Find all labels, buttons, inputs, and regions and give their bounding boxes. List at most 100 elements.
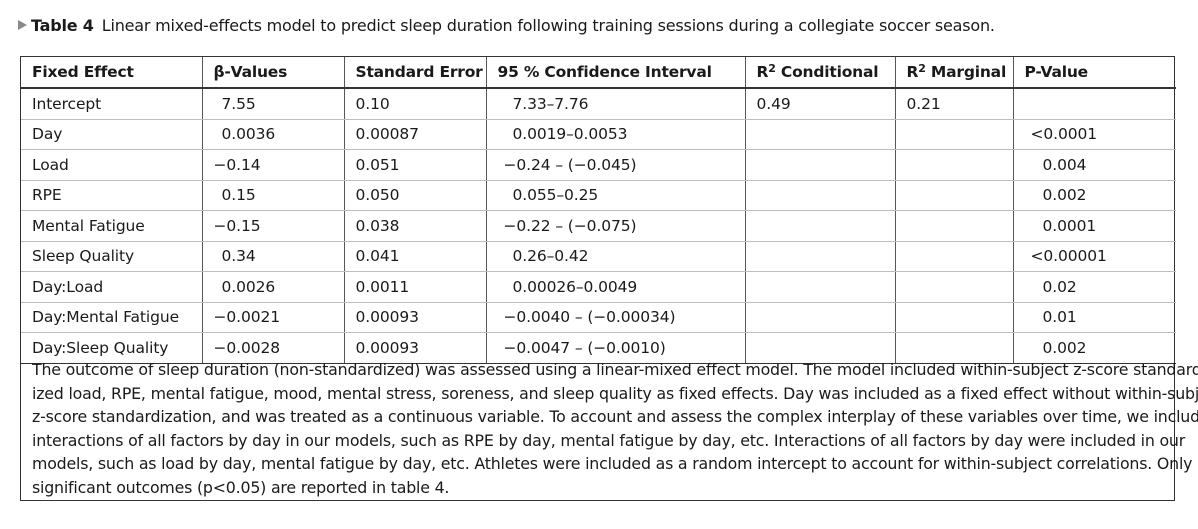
footnote-line: models, such as load by day, mental fati… <box>32 454 1193 473</box>
table-cell-r2-marginal <box>894 271 1013 303</box>
table-cell-p-value: 0.02 <box>1012 271 1176 303</box>
table-cell-fixed-effect: Sleep Quality <box>21 241 202 272</box>
table-cell-r2-marginal <box>894 332 1013 364</box>
table-cell-confidence-interval: 0.055–0.25 <box>485 180 745 211</box>
footnote-line: The outcome of sleep duration (non-stand… <box>32 360 1198 379</box>
table-cell-r2-conditional: 0.49 <box>744 88 895 120</box>
table-row: RPE 0.15 0.050 0.055–0.25 0.002 <box>21 180 1176 211</box>
table-cell-r2-conditional <box>744 149 895 181</box>
footnote-line: interactions of all factors by day in ou… <box>32 430 1186 450</box>
table-cell-r2-conditional <box>744 332 895 364</box>
header-text: Fixed Effect <box>32 63 134 81</box>
table-row: Day:Sleep Quality −0.0028 0.00093 −0.0047 –… <box>21 332 1176 364</box>
table-title: Linear mixed-effects model to predict sl… <box>101 16 995 35</box>
table-cell-standard-error: 0.0011 <box>343 271 486 303</box>
table-cell-standard-error: 0.10 <box>343 88 486 120</box>
table-cell-standard-error: 0.00087 <box>343 119 486 150</box>
table-cell-r2-marginal <box>894 302 1013 333</box>
table-cell-beta-values: 0.0026 <box>201 271 344 303</box>
table-cell-fixed-effect: Day:Sleep Quality <box>21 332 202 364</box>
table-cell-standard-error: 0.038 <box>343 210 486 242</box>
column-header-beta-values: β-Values <box>201 57 344 89</box>
table-cell-p-value: 0.002 <box>1012 180 1176 211</box>
table-cell-r2-conditional <box>744 302 895 333</box>
triangle-right-icon[interactable] <box>18 20 27 30</box>
table-cell-beta-values: −0.15 <box>201 210 344 242</box>
table-footnote: The outcome of sleep duration (non-stand… <box>32 358 1198 499</box>
table-cell-beta-values: −0.0021 <box>201 302 344 333</box>
table-body: Intercept 7.55 0.10 7.33–7.76 0.49 0.21 Day 0.0… <box>21 88 1176 364</box>
table-cell-fixed-effect: Day <box>21 119 202 150</box>
table-cell-confidence-interval: −0.22 – (−0.075) <box>485 210 745 242</box>
header-text: Marginal <box>925 63 1007 81</box>
table-cell-r2-marginal <box>894 180 1013 211</box>
table-cell-beta-values: −0.0028 <box>201 332 344 364</box>
column-header-p-value: P-Value <box>1012 57 1176 89</box>
table-cell-p-value: 0.002 <box>1012 332 1176 364</box>
table-cell-confidence-interval: 0.26–0.42 <box>485 241 745 272</box>
table-cell-beta-values: 0.15 <box>201 180 344 211</box>
table-row: Day:Load 0.0026 0.0011 0.00026–0.0049 0.02 <box>21 271 1176 303</box>
table-cell-standard-error: 0.050 <box>343 180 486 211</box>
header-symbol: R <box>756 63 769 81</box>
header-text: Conditional <box>775 63 879 81</box>
table-frame: Fixed Effect β-Values Standard Error 95 % C… <box>20 56 1198 501</box>
table-cell-r2-marginal <box>894 241 1013 272</box>
table-cell-standard-error: 0.00093 <box>343 302 486 333</box>
table-cell-beta-values: 0.0036 <box>201 119 344 150</box>
table-caption: Table 4 Linear mixed-effects model to pre… <box>18 14 995 38</box>
table-cell-fixed-effect: Day:Mental Fatigue <box>21 302 202 333</box>
table-cell-fixed-effect: Day:Load <box>21 271 202 303</box>
table-cell-standard-error: 0.00093 <box>343 332 486 364</box>
table-cell-r2-marginal <box>894 119 1013 150</box>
column-header-r2-marginal: R2 Marginal <box>894 57 1013 89</box>
table-cell-r2-marginal <box>894 210 1013 242</box>
table-row: Sleep Quality 0.34 0.041 0.26–0.42 <0.00001 <box>21 241 1176 272</box>
table-cell-fixed-effect: Mental Fatigue <box>21 210 202 242</box>
table-cell-confidence-interval: 0.00026–0.0049 <box>485 271 745 303</box>
footnote-line: z-score standardization, and was treated… <box>32 407 1198 426</box>
table-cell-standard-error: 0.041 <box>343 241 486 272</box>
header-symbol: R <box>906 63 919 81</box>
table-cell-p-value <box>1012 88 1176 120</box>
table-cell-p-value: <0.0001 <box>1012 119 1176 150</box>
table-cell-fixed-effect: Intercept <box>21 88 202 120</box>
table-header-row: Fixed Effect β-Values Standard Error 95 % C… <box>21 57 1176 89</box>
table-cell-confidence-interval: 7.33–7.76 <box>485 88 745 120</box>
table-row: Day 0.0036 0.00087 0.0019–0.0053 <0.0001 <box>21 119 1176 150</box>
column-header-confidence-interval: 95 % Confidence Interval <box>485 57 745 89</box>
table-cell-confidence-interval: −0.0040 – (−0.00034) <box>485 302 745 333</box>
column-header-standard-error: Standard Error <box>343 57 486 89</box>
table-cell-confidence-interval: −0.24 – (−0.045) <box>485 149 745 181</box>
table-cell-fixed-effect: RPE <box>21 180 202 211</box>
table-cell-fixed-effect: Load <box>21 149 202 181</box>
table-cell-r2-conditional <box>744 241 895 272</box>
table-row: Intercept 7.55 0.10 7.33–7.76 0.49 0.21 <box>21 88 1176 120</box>
table-row: Mental Fatigue −0.15 0.038 −0.22 – (−0.075)… <box>21 210 1176 242</box>
column-header-fixed-effect: Fixed Effect <box>21 57 202 89</box>
table-cell-r2-conditional <box>744 210 895 242</box>
table-cell-p-value: <0.00001 <box>1012 241 1176 272</box>
header-text: 95 % Confidence Interval <box>497 63 712 81</box>
footnote-line: ized load, RPE, mental fatigue, mood, me… <box>32 383 1198 403</box>
header-text: P-Value <box>1024 63 1089 81</box>
footnote-line: significant outcomes (p<0.05) are report… <box>32 477 450 497</box>
header-text: β-Values <box>213 63 288 81</box>
table-cell-beta-values: −0.14 <box>201 149 344 181</box>
table-cell-p-value: 0.004 <box>1012 149 1176 181</box>
table-row: Day:Mental Fatigue −0.0021 0.00093 −0.0040 … <box>21 302 1176 333</box>
header-superscript: 2 <box>918 62 926 75</box>
table-cell-confidence-interval: 0.0019–0.0053 <box>485 119 745 150</box>
table-cell-r2-marginal <box>894 149 1013 181</box>
results-table: Fixed Effect β-Values Standard Error 95 % C… <box>21 57 1176 364</box>
header-superscript: 2 <box>768 62 776 75</box>
table-label: Table 4 <box>31 16 94 35</box>
column-header-r2-conditional: R2 Conditional <box>744 57 895 89</box>
table-cell-r2-marginal: 0.21 <box>894 88 1013 120</box>
table-cell-beta-values: 0.34 <box>201 241 344 272</box>
table-cell-r2-conditional <box>744 271 895 303</box>
header-text: Standard Error <box>355 63 483 81</box>
table-cell-r2-conditional <box>744 180 895 211</box>
table-cell-beta-values: 7.55 <box>201 88 344 120</box>
